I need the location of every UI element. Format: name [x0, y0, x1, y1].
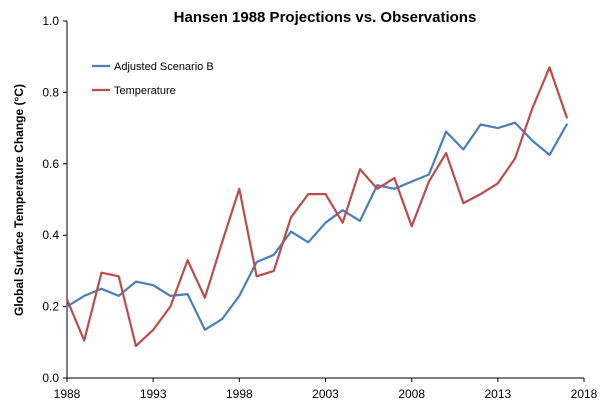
series-lines [65, 66, 568, 347]
y-tick-label: 0.6 [42, 157, 59, 171]
y-ticks: 0.0 0.2 0.4 0.6 0.8 1.0 [42, 14, 67, 385]
legend: Adjusted Scenario B Temperature [92, 61, 214, 97]
x-tick-label: 2013 [484, 387, 511, 401]
x-ticks: 1988 1993 1998 2003 2008 2013 2018 [54, 378, 598, 401]
x-tick-label: 2018 [571, 387, 598, 401]
chart-title: Hansen 1988 Projections vs. Observations [174, 9, 477, 26]
y-tick-label: 0.0 [42, 371, 59, 385]
x-tick-label: 2003 [312, 387, 339, 401]
legend-label-1: Temperature [114, 85, 176, 97]
y-tick-label: 0.8 [42, 85, 59, 99]
y-tick-label: 0.2 [42, 300, 59, 314]
y-tick-label: 0.4 [42, 228, 59, 242]
y-axis-label: Global Surface Temperature Change (°C) [12, 84, 26, 316]
x-tick-label: 1993 [140, 387, 167, 401]
x-tick-label: 1998 [226, 387, 253, 401]
series-line-0 [65, 121, 568, 331]
series-line-1 [65, 66, 568, 347]
legend-label-0: Adjusted Scenario B [114, 61, 214, 73]
x-tick-label: 2008 [398, 387, 425, 401]
y-tick-label: 1.0 [42, 14, 59, 28]
x-tick-label: 1988 [54, 387, 81, 401]
